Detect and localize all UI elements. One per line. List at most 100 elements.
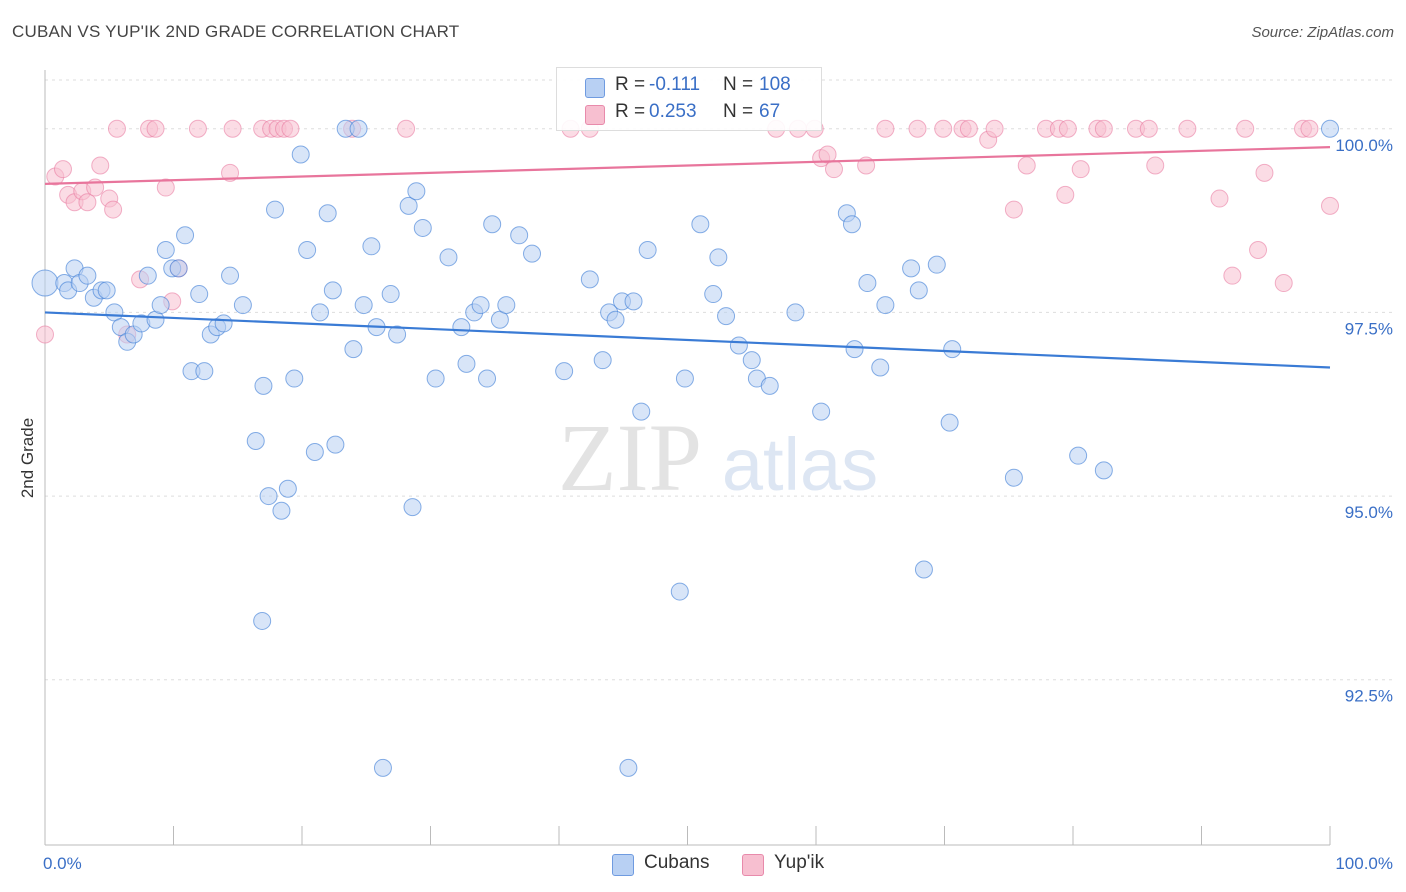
y-axis-label: 2nd Grade bbox=[18, 418, 37, 498]
cubans-point bbox=[354, 296, 373, 315]
cubans-point bbox=[1004, 468, 1023, 487]
cubans-point bbox=[943, 340, 962, 359]
cubans-point bbox=[691, 215, 710, 234]
cubans-point bbox=[842, 215, 861, 234]
watermark-atlas: atlas bbox=[722, 423, 878, 506]
cubans-point bbox=[195, 362, 214, 381]
yupik-point bbox=[156, 178, 175, 197]
cubans-point bbox=[373, 758, 392, 777]
cubans-point bbox=[344, 340, 363, 359]
yupik-point bbox=[959, 119, 978, 138]
cubans-point bbox=[1321, 119, 1339, 138]
y-tick-label: 92.5% bbox=[1345, 687, 1393, 706]
cubans-point bbox=[478, 369, 497, 388]
yupik-point bbox=[107, 119, 126, 138]
yupik-point bbox=[1300, 119, 1319, 138]
cubans-swatch bbox=[585, 78, 605, 98]
legend-r-label: R = bbox=[615, 101, 646, 122]
gridlines bbox=[45, 79, 1395, 681]
yupik-swatch bbox=[742, 854, 764, 876]
legend-n-value: 67 bbox=[759, 101, 781, 122]
cubans-point bbox=[638, 240, 657, 259]
source-label: Source: ZipAtlas.com bbox=[1251, 24, 1394, 41]
yupik-point bbox=[281, 119, 300, 138]
cubans-point bbox=[407, 182, 426, 201]
cubans-point bbox=[709, 248, 728, 267]
cubans-point bbox=[760, 376, 779, 395]
legend-n-label: N = bbox=[723, 101, 754, 122]
cubans-point bbox=[190, 285, 209, 304]
cubans-point bbox=[278, 479, 297, 498]
yupik-point bbox=[78, 193, 97, 212]
yupik-point bbox=[1210, 189, 1229, 208]
cubans-point bbox=[619, 758, 638, 777]
cubans-point bbox=[876, 296, 895, 315]
yupik-point bbox=[1058, 119, 1077, 138]
cubans-point bbox=[318, 204, 337, 223]
cubans-point bbox=[717, 307, 736, 326]
cubans-point bbox=[399, 196, 418, 215]
cubans-point bbox=[927, 255, 946, 274]
cubans-point bbox=[169, 259, 188, 278]
legend-r-value: -0.111 bbox=[649, 74, 701, 95]
cubans-point bbox=[1069, 446, 1088, 465]
yupik-point bbox=[934, 119, 953, 138]
cubans-point bbox=[457, 354, 476, 373]
yupik-swatch bbox=[585, 105, 605, 125]
legend-n-value: 108 bbox=[759, 74, 791, 95]
cubans-point bbox=[266, 200, 285, 219]
cubans-point bbox=[471, 296, 490, 315]
cubans-point bbox=[305, 442, 324, 461]
yupik-point bbox=[1004, 200, 1023, 219]
yupik-point bbox=[36, 325, 54, 344]
y-tick-label: 100.0% bbox=[1335, 136, 1393, 155]
yupik-trend-line bbox=[44, 146, 1331, 185]
yupik-point bbox=[188, 119, 207, 138]
yupik-point bbox=[876, 119, 895, 138]
yupik-point bbox=[985, 119, 1004, 138]
cubans-point bbox=[624, 292, 643, 311]
yupik-point bbox=[1255, 163, 1274, 182]
yupik-point bbox=[1236, 119, 1255, 138]
watermark-zip: ZIP bbox=[558, 404, 702, 511]
legend: R = -0.111 N = 108 R = 0.253 N = 67 bbox=[556, 67, 822, 131]
cubans-point bbox=[1094, 461, 1113, 480]
cubans-point bbox=[246, 431, 265, 450]
cubans-point bbox=[381, 285, 400, 304]
cubans-point bbox=[786, 303, 805, 322]
legend-r-label: R = bbox=[615, 74, 646, 95]
cubans-point bbox=[138, 266, 157, 285]
cubans-point bbox=[675, 369, 694, 388]
cubans-point bbox=[403, 498, 422, 517]
cubans-point bbox=[871, 358, 890, 377]
cubans-point bbox=[362, 237, 381, 256]
cubans-point bbox=[940, 413, 959, 432]
cubans-point bbox=[78, 266, 97, 285]
yupik-point bbox=[908, 119, 927, 138]
cubans-point bbox=[221, 266, 240, 285]
cubans-point bbox=[439, 248, 458, 267]
legend-r-value: 0.253 bbox=[649, 101, 697, 122]
yupik-point bbox=[104, 200, 123, 219]
cubans-point bbox=[31, 269, 59, 297]
cubans-point bbox=[909, 281, 928, 300]
cubans-point bbox=[97, 281, 116, 300]
cubans-point bbox=[580, 270, 599, 289]
cubans-point bbox=[593, 351, 612, 370]
cubans-point bbox=[272, 501, 291, 520]
yupik-point bbox=[824, 160, 843, 179]
yupik-point bbox=[1056, 185, 1075, 204]
yupik-points bbox=[36, 119, 1339, 344]
x-tick-label: 0.0% bbox=[43, 854, 82, 873]
cubans-point bbox=[483, 215, 502, 234]
cubans-point bbox=[310, 303, 329, 322]
cubans-point bbox=[858, 274, 877, 293]
cubans-point bbox=[523, 244, 542, 263]
yupik-label: Yup'ik bbox=[774, 852, 825, 873]
cubans-point bbox=[845, 340, 864, 359]
yupik-point bbox=[1249, 240, 1268, 259]
trend-lines bbox=[44, 146, 1331, 369]
cubans-point bbox=[632, 402, 651, 421]
cubans-point bbox=[326, 435, 345, 454]
